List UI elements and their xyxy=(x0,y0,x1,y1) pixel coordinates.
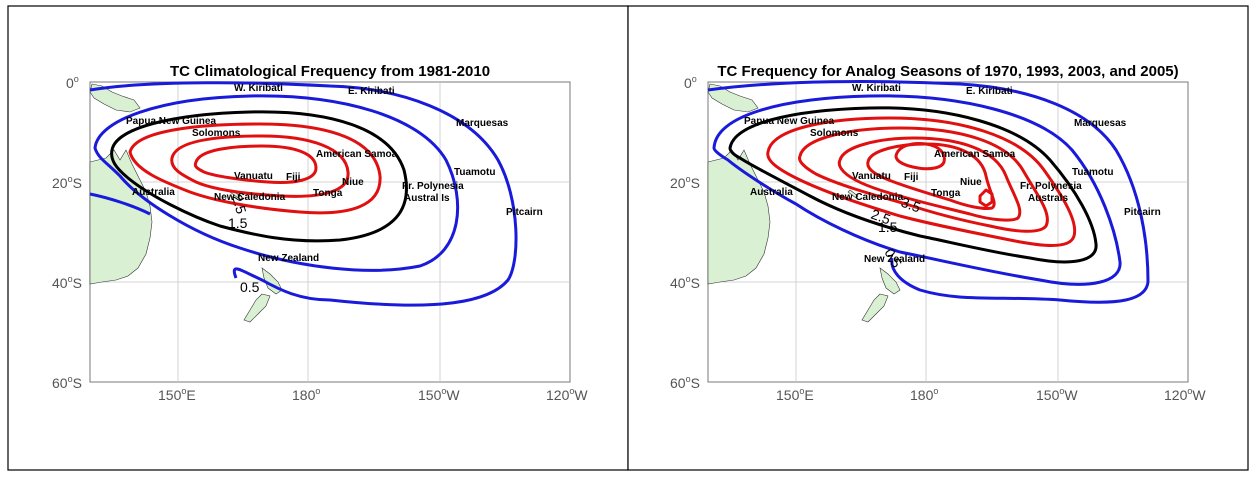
right-contour-3-0 xyxy=(837,136,1022,222)
right-xtick-120w: 120oW xyxy=(1164,386,1206,403)
left-map-title: TC Climatological Frequency from 1981-20… xyxy=(170,63,490,80)
right-place-w-kiribati: W. Kiribati xyxy=(852,83,901,94)
right-new-caledonia-land xyxy=(847,189,859,199)
right-ytick-60s: 60oS xyxy=(670,374,700,391)
right-ytick-40s: 40oS xyxy=(670,274,700,291)
right-contour-label-2-5: 2.5 xyxy=(869,206,893,228)
right-contour-1-5 xyxy=(728,106,1098,264)
left-contour-2-0 xyxy=(128,122,382,215)
left-new-zealand-south-land xyxy=(243,293,271,323)
right-new-zealand-north-land xyxy=(879,267,901,295)
left-place-australia: Australia xyxy=(132,187,175,198)
right-place-australs: Australs xyxy=(1028,193,1068,204)
left-xtick-120w: 120oW xyxy=(546,386,588,403)
left-map-panel: TC Climatological Frequency from 1981-20… xyxy=(7,5,629,471)
left-contour-3-0 xyxy=(193,144,318,184)
left-xtick-150e: 150oE xyxy=(158,386,196,403)
left-place-fr-polynesia: Fr. Polynesia xyxy=(402,181,464,192)
left-place-vanuatu: Vanuatu xyxy=(234,171,273,182)
right-ytick-20s: 20oS xyxy=(670,174,700,191)
left-contour-2-5 xyxy=(170,134,350,198)
left-ytick-40s: 40oS xyxy=(52,274,82,291)
right-contour-2-0 xyxy=(766,116,1077,247)
right-map-panel: TC Frequency for Analog Seasons of 1970,… xyxy=(627,5,1249,471)
left-ytick-0: 0o xyxy=(66,74,79,91)
left-contour-label-2-5: 2.5 xyxy=(229,193,250,216)
left-contour-0-5 xyxy=(89,81,518,307)
right-place-fiji: Fiji xyxy=(904,172,919,183)
left-xtick-180: 180o xyxy=(292,386,320,403)
right-place-tonga: Tonga xyxy=(931,188,961,199)
right-place-vanuatu: Vanuatu xyxy=(852,171,891,182)
left-place-tonga: Tonga xyxy=(313,188,343,199)
left-contour-label-1-5: 1.5 xyxy=(228,215,248,231)
left-place-new-zealand: New Zealand xyxy=(258,253,319,264)
right-place-tuamotu: Tuamotu xyxy=(1072,167,1113,178)
right-place-new-caledonia: New Caledonia xyxy=(832,192,904,203)
right-contour-4-0-east xyxy=(978,188,994,208)
left-place-new-caledonia: New Caledonia xyxy=(214,192,286,203)
right-place-niue: Niue xyxy=(960,177,982,188)
left-xtick-150w: 150oW xyxy=(418,386,460,403)
right-place-american-samoa: American Samoa xyxy=(934,149,1016,160)
right-ytick-0: 0o xyxy=(684,74,697,91)
right-place-new-zealand: New Zealand xyxy=(864,254,925,265)
left-place-solomons: Solomons xyxy=(192,128,241,139)
right-new-zealand-south-land xyxy=(861,293,889,323)
left-place-austral-is: Austral Is xyxy=(404,193,450,204)
left-place-american-samoa: American Samoa xyxy=(316,149,398,160)
right-contour-4-0 xyxy=(894,142,946,171)
left-place-niue: Niue xyxy=(342,177,364,188)
left-ytick-60s: 60oS xyxy=(52,374,82,391)
left-place-marquesas: Marquesas xyxy=(456,118,509,129)
left-ytick-20s: 20oS xyxy=(52,174,82,191)
left-place-papua-new-guinea: Papua New Guinea xyxy=(126,116,216,127)
right-new-guinea-land xyxy=(707,83,759,113)
left-place-fiji: Fiji xyxy=(286,172,301,183)
left-contour-1-5 xyxy=(110,110,408,243)
right-australia-land xyxy=(707,149,771,285)
right-contour-label-1-5: 1.5 xyxy=(878,219,898,235)
right-xtick-180: 180o xyxy=(910,386,938,403)
right-xtick-150e: 150oE xyxy=(776,386,814,403)
right-xtick-150w: 150oW xyxy=(1036,386,1078,403)
left-place-e-kiribati: E. Kiribati xyxy=(348,86,395,97)
right-place-fr-polynesia: Fr. Polynesia xyxy=(1020,181,1082,192)
right-place-e-kiribati: E. Kiribati xyxy=(966,86,1013,97)
right-contour-1-0 xyxy=(712,94,1122,286)
right-place-marquesas: Marquesas xyxy=(1074,118,1127,129)
right-place-australia: Australia xyxy=(750,187,793,198)
left-new-guinea-land xyxy=(89,83,141,113)
right-contour-label-3-5: 3.5 xyxy=(899,194,923,216)
left-place-pitcairn: Pitcairn xyxy=(506,207,543,218)
left-contour-label-0-5: 0.5 xyxy=(240,279,260,295)
left-contour-0-5-west xyxy=(89,192,151,216)
right-place-solomons: Solomons xyxy=(810,128,859,139)
right-contour-2-5 xyxy=(798,126,1049,233)
right-place-pitcairn: Pitcairn xyxy=(1124,207,1161,218)
left-place-tuamotu: Tuamotu xyxy=(454,167,495,178)
left-contour-1-0 xyxy=(93,94,459,272)
right-place-papua-new-guinea: Papua New Guinea xyxy=(744,116,834,127)
left-place-w-kiribati: W. Kiribati xyxy=(234,83,283,94)
right-contour-0-5 xyxy=(707,80,1150,304)
right-map-title: TC Frequency for Analog Seasons of 1970,… xyxy=(717,63,1178,80)
